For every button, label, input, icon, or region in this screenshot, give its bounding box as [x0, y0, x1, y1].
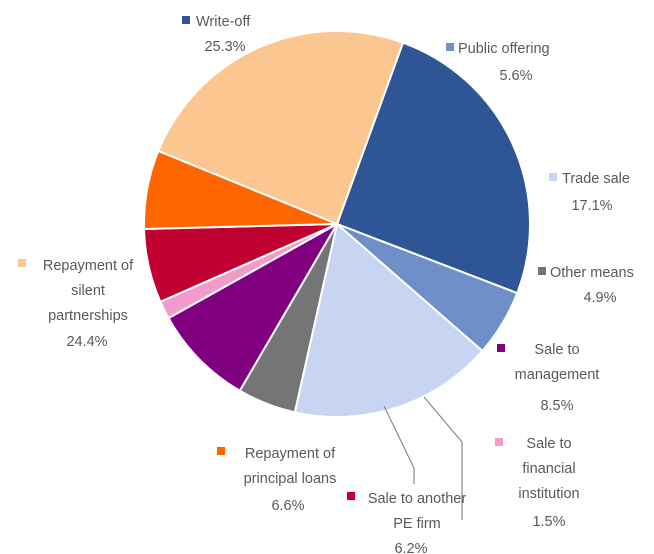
legend-marker-sale-to-financial-institution — [495, 438, 503, 446]
leader-lines — [383, 396, 463, 520]
slice-label-public-offering: Public offering — [458, 41, 550, 57]
leader-line-sale-to-another-pe-firm — [383, 405, 415, 484]
slice-label-sale-to-financial-institution: financial — [522, 461, 575, 477]
slice-label-repayment-of-silent-partnerships: Repayment of — [43, 258, 134, 274]
legend-marker-other-means — [538, 267, 546, 275]
slice-label-repayment-of-silent-partnerships: silent — [71, 283, 105, 299]
slice-label-repayment-of-principal-loans: Repayment of — [245, 446, 336, 462]
slice-label-write-off: Write-off — [196, 14, 251, 30]
pie-slice-sale-to-management — [167, 221, 340, 393]
legend-marker-sale-to-another-pe-firm — [347, 492, 355, 500]
slice-label-sale-to-management: Sale to — [534, 342, 579, 358]
slice-label-sale-to-another-pe-firm: Sale to another — [368, 491, 467, 507]
leader-line-sale-to-financial-institution — [423, 396, 463, 520]
data-label-repayment-of-principal-loans: 6.6% — [271, 498, 304, 514]
data-label-other-means: 4.9% — [583, 290, 616, 306]
legend-marker-public-offering — [446, 43, 454, 51]
slice-labels: Write-off 25.3% Public offering 5.6% Trade s… — [18, 14, 634, 554]
slice-label-repayment-of-principal-loans: principal loans — [244, 471, 337, 487]
data-label-repayment-of-silent-partnerships: 24.4% — [66, 334, 107, 350]
slice-label-sale-to-financial-institution: Sale to — [526, 436, 571, 452]
pie-slices — [143, 30, 531, 418]
pie-slice-trade-sale — [293, 222, 484, 418]
data-label-trade-sale: 17.1% — [571, 198, 612, 214]
legend-marker-repayment-of-principal-loans — [217, 447, 225, 455]
data-label-sale-to-financial-institution: 1.5% — [532, 514, 565, 530]
legend-marker-write-off — [182, 16, 190, 24]
legend-marker-repayment-of-silent-partnerships — [18, 259, 26, 267]
pie-slice-repayment-of-silent-partnerships — [157, 30, 405, 226]
data-label-write-off: 25.3% — [204, 39, 245, 55]
slice-label-sale-to-another-pe-firm: PE firm — [393, 516, 441, 532]
legend-marker-sale-to-management — [497, 344, 505, 352]
slice-label-sale-to-financial-institution: institution — [518, 486, 579, 502]
slice-label-sale-to-management: management — [515, 367, 600, 383]
data-label-sale-to-management: 8.5% — [540, 398, 573, 414]
data-label-sale-to-another-pe-firm: 6.2% — [394, 541, 427, 554]
legend-marker-trade-sale — [549, 173, 557, 181]
data-label-public-offering: 5.6% — [499, 68, 532, 84]
slice-label-trade-sale: Trade sale — [562, 171, 630, 187]
slice-label-other-means: Other means — [550, 265, 634, 281]
pie-slice-write-off — [335, 41, 531, 295]
slice-label-repayment-of-silent-partnerships: partnerships — [48, 308, 128, 324]
